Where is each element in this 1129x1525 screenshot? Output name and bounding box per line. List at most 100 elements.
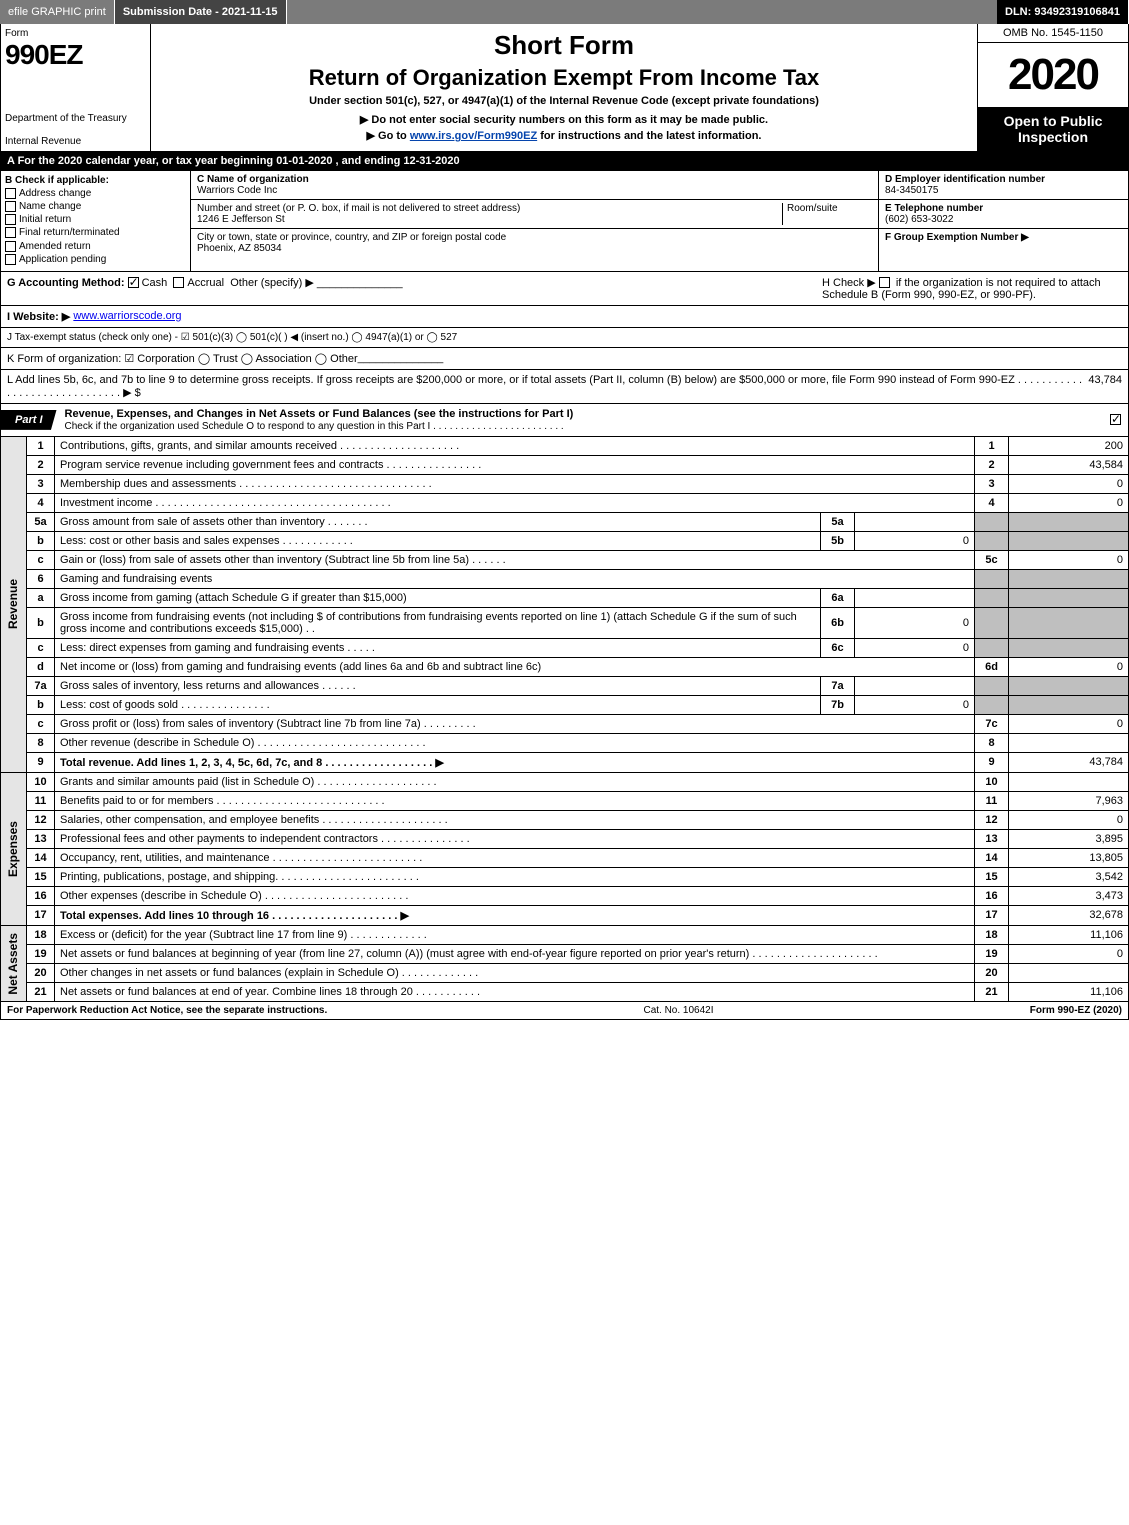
chk-address-change[interactable]: Address change	[5, 188, 186, 199]
goto-pre: ▶ Go to	[367, 130, 410, 142]
line-18-desc: Excess or (deficit) for the year (Subtra…	[55, 925, 975, 944]
goto-instructions: ▶ Go to www.irs.gov/Form990EZ for instru…	[157, 129, 971, 142]
tel-label: E Telephone number	[885, 203, 983, 214]
line-6-desc: Gaming and fundraising events	[55, 569, 975, 588]
chk-cash[interactable]	[128, 277, 139, 288]
room-suite-label: Room/suite	[787, 203, 838, 214]
website-link[interactable]: www.warriorscode.org	[73, 310, 181, 323]
line-12-desc: Salaries, other compensation, and employ…	[55, 810, 975, 829]
other-specify: Other (specify) ▶	[230, 277, 314, 289]
chk-final-return[interactable]: Final return/terminated	[5, 227, 186, 238]
line-17-val: 32,678	[1009, 905, 1129, 925]
line-5c-val: 0	[1009, 550, 1129, 569]
form-label: Form	[5, 28, 146, 39]
irs-link[interactable]: www.irs.gov/Form990EZ	[410, 130, 537, 142]
form-header: Form 990EZ Department of the Treasury In…	[0, 24, 1129, 152]
header-right: OMB No. 1545-1150 2020 Open to Public In…	[978, 24, 1128, 151]
efile-print-label[interactable]: efile GRAPHIC print	[0, 0, 115, 24]
part-1-tab: Part I	[1, 410, 57, 430]
line-10-desc: Grants and similar amounts paid (list in…	[55, 772, 975, 791]
part-1-title: Revenue, Expenses, and Changes in Net As…	[65, 408, 574, 420]
line-20-val	[1009, 963, 1129, 982]
line-14-val: 13,805	[1009, 848, 1129, 867]
row-a-calendar-year: A For the 2020 calendar year, or tax yea…	[0, 152, 1129, 171]
footer-cat-no: Cat. No. 10642I	[327, 1005, 1029, 1016]
line-16-desc: Other expenses (describe in Schedule O) …	[55, 886, 975, 905]
header-left: Form 990EZ Department of the Treasury In…	[1, 24, 151, 151]
row-k: K Form of organization: ☑ Corporation ◯ …	[0, 348, 1129, 370]
line-7a-desc: Gross sales of inventory, less returns a…	[55, 676, 821, 695]
open-to-public: Open to Public Inspection	[978, 107, 1128, 151]
tax-exempt-status: J Tax-exempt status (check only one) - ☑…	[7, 332, 457, 343]
row-i: I Website: ▶ www.warriorscode.org	[0, 306, 1129, 328]
line-6a-desc: Gross income from gaming (attach Schedul…	[55, 588, 821, 607]
ein-label: D Employer identification number	[885, 174, 1045, 185]
line-11-desc: Benefits paid to or for members . . . . …	[55, 791, 975, 810]
line-18-val: 11,106	[1009, 925, 1129, 944]
row-l-value: 43,784	[1088, 374, 1122, 399]
addr-value: 1246 E Jefferson St	[197, 214, 285, 225]
line-7b-val: 0	[855, 695, 975, 714]
chk-amended-return[interactable]: Amended return	[5, 241, 186, 252]
line-6d-val: 0	[1009, 657, 1129, 676]
side-revenue: Revenue	[6, 579, 20, 629]
chk-schedule-o[interactable]	[1110, 414, 1121, 425]
line-4-val: 0	[1009, 493, 1129, 512]
tax-year: 2020	[978, 43, 1128, 107]
org-name: Warriors Code Inc	[197, 185, 277, 196]
line-6c-val: 0	[855, 638, 975, 657]
line-9-val: 43,784	[1009, 752, 1129, 772]
line-21-val: 11,106	[1009, 982, 1129, 1001]
submission-date-button[interactable]: Submission Date - 2021-11-15	[115, 0, 287, 24]
line-13-desc: Professional fees and other payments to …	[55, 829, 975, 848]
chk-application-pending[interactable]: Application pending	[5, 254, 186, 265]
ssn-warning: ▶ Do not enter social security numbers o…	[157, 113, 971, 126]
line-6b-val: 0	[855, 607, 975, 638]
line-13-val: 3,895	[1009, 829, 1129, 848]
line-6a-val	[855, 588, 975, 607]
ein-value: 84-3450175	[885, 185, 938, 196]
chk-schedule-b[interactable]	[879, 277, 890, 288]
line-7b-desc: Less: cost of goods sold . . . . . . . .…	[55, 695, 821, 714]
chk-name-change[interactable]: Name change	[5, 201, 186, 212]
col-b-checkboxes: B Check if applicable: Address change Na…	[1, 171, 191, 271]
line-21-desc: Net assets or fund balances at end of ye…	[55, 982, 975, 1001]
row-g-h: G Accounting Method: Cash Accrual Other …	[0, 272, 1129, 306]
line-11-val: 7,963	[1009, 791, 1129, 810]
line-7c-val: 0	[1009, 714, 1129, 733]
line-1-desc: Contributions, gifts, grants, and simila…	[55, 437, 975, 456]
city-value: Phoenix, AZ 85034	[197, 243, 282, 254]
line-19-desc: Net assets or fund balances at beginning…	[55, 944, 975, 963]
line-17-desc: Total expenses. Add lines 10 through 16 …	[55, 905, 975, 925]
header-center: Short Form Return of Organization Exempt…	[151, 24, 978, 151]
omb-number: OMB No. 1545-1150	[978, 24, 1128, 43]
goto-post: for instructions and the latest informat…	[537, 130, 761, 142]
line-14-desc: Occupancy, rent, utilities, and maintena…	[55, 848, 975, 867]
line-1-col: 1	[975, 437, 1009, 456]
group-exemption-label: F Group Exemption Number ▶	[885, 232, 1029, 243]
line-5a-val	[855, 512, 975, 531]
h-pre: H Check ▶	[822, 277, 879, 289]
line-6d-desc: Net income or (loss) from gaming and fun…	[55, 657, 975, 676]
row-j: J Tax-exempt status (check only one) - ☑…	[0, 328, 1129, 348]
irs-label: Internal Revenue	[5, 136, 146, 147]
return-title: Return of Organization Exempt From Incom…	[157, 65, 971, 91]
website-label: I Website: ▶	[7, 310, 70, 323]
form-number: 990EZ	[5, 39, 146, 71]
chk-initial-return[interactable]: Initial return	[5, 214, 186, 225]
col-d-contact: D Employer identification number 84-3450…	[878, 171, 1128, 271]
line-7c-desc: Gross profit or (loss) from sales of inv…	[55, 714, 975, 733]
line-12-val: 0	[1009, 810, 1129, 829]
line-3-val: 0	[1009, 474, 1129, 493]
line-8-desc: Other revenue (describe in Schedule O) .…	[55, 733, 975, 752]
line-10-val	[1009, 772, 1129, 791]
g-label: G Accounting Method:	[7, 277, 125, 289]
dln-label: DLN: 93492319106841	[997, 0, 1129, 24]
line-9-desc: Total revenue. Add lines 1, 2, 3, 4, 5c,…	[55, 752, 975, 772]
row-l-text: L Add lines 5b, 6c, and 7b to line 9 to …	[7, 374, 1085, 399]
footer-left: For Paperwork Reduction Act Notice, see …	[7, 1005, 327, 1016]
section-bcd: B Check if applicable: Address change Na…	[0, 171, 1129, 272]
col-c-org-info: C Name of organization Warriors Code Inc…	[191, 171, 878, 271]
chk-accrual[interactable]	[173, 277, 184, 288]
line-15-val: 3,542	[1009, 867, 1129, 886]
